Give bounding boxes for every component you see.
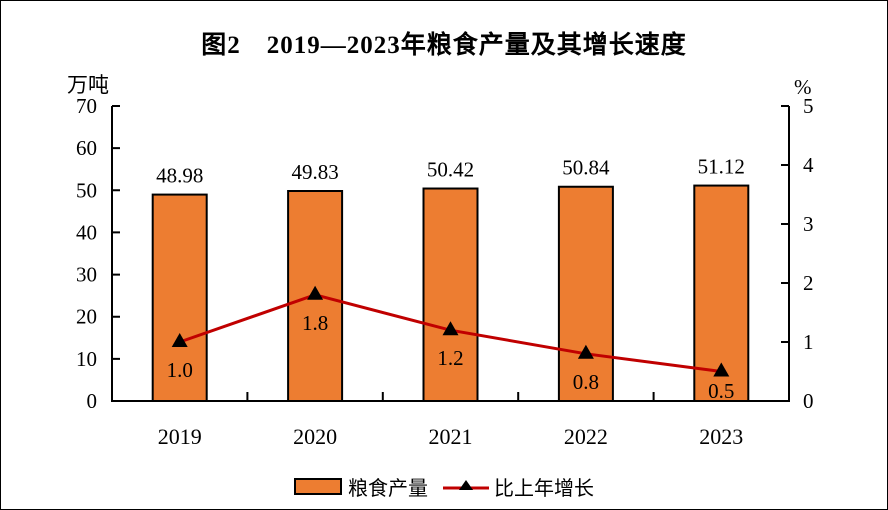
line-value-labels: 1.0 1.8 1.2 0.8 0.5 bbox=[167, 311, 735, 403]
category-label-2020: 2020 bbox=[293, 424, 337, 449]
growth-marker-2019 bbox=[171, 333, 188, 347]
growth-marker-2023 bbox=[713, 362, 730, 377]
bar-2019 bbox=[151, 193, 208, 402]
bar-value-label-2022: 50.84 bbox=[562, 156, 610, 180]
chart-title: 图2 2019—2023年粮食产量及其增长速度 bbox=[201, 32, 687, 59]
bar-value-label-2021: 50.42 bbox=[427, 158, 474, 182]
category-label-2023: 2023 bbox=[699, 424, 743, 449]
right-tick-label-2: 2 bbox=[803, 271, 814, 295]
growth-value-label-2023: 0.5 bbox=[708, 379, 734, 403]
bar-2022 bbox=[557, 185, 614, 402]
legend-item-line: 比上年增长 bbox=[428, 472, 594, 501]
bar-series bbox=[151, 184, 750, 402]
growth-value-label-2022: 0.8 bbox=[573, 370, 599, 394]
left-tick-label-70: 70 bbox=[76, 94, 97, 118]
left-tick-label-30: 30 bbox=[76, 263, 97, 287]
line-series bbox=[171, 285, 730, 377]
chart-legend: 粮食产量 比上年增长 bbox=[1, 472, 887, 501]
bar-value-labels: 48.98 49.83 50.42 50.84 51.12 bbox=[156, 155, 745, 188]
growth-marker-2022 bbox=[577, 344, 594, 359]
legend-bar-label: 粮食产量 bbox=[348, 478, 428, 500]
left-tick-label-40: 40 bbox=[76, 220, 97, 244]
right-tick-label-4: 4 bbox=[803, 153, 814, 177]
left-tick-label-10: 10 bbox=[76, 347, 97, 371]
left-tick-label-60: 60 bbox=[76, 136, 97, 160]
bar-value-label-2019: 48.98 bbox=[156, 164, 203, 188]
legend-line-label: 比上年增长 bbox=[494, 478, 594, 500]
left-tick-label-20: 20 bbox=[76, 305, 97, 329]
legend-item-bar: 粮食产量 bbox=[294, 472, 428, 501]
bar-series-swatch-icon bbox=[294, 478, 342, 495]
chart-canvas: 万吨 % 0 10 20 30 40 50 60 70 0 1 2 3 4 5 48.98 49.83 50… bbox=[67, 73, 814, 449]
right-axis-unit-label: % bbox=[794, 75, 812, 99]
category-label-2022: 2022 bbox=[564, 424, 608, 449]
growth-value-label-2020: 1.8 bbox=[302, 311, 328, 335]
left-axis-tick-labels: 0 10 20 30 40 50 60 70 bbox=[76, 94, 97, 413]
growth-value-label-2021: 1.2 bbox=[437, 346, 463, 370]
right-axis-tick-labels: 0 1 2 3 4 5 bbox=[803, 94, 814, 413]
category-label-2021: 2021 bbox=[429, 424, 473, 449]
bar-value-label-2023: 51.12 bbox=[698, 155, 745, 179]
category-axis-labels: 2019 2020 2021 2022 2023 bbox=[158, 424, 744, 449]
left-tick-label-0: 0 bbox=[87, 389, 98, 413]
left-axis-unit-label: 万吨 bbox=[67, 73, 109, 97]
growth-value-label-2019: 1.0 bbox=[167, 358, 193, 382]
line-series-swatch-icon bbox=[443, 479, 489, 490]
right-tick-label-0: 0 bbox=[803, 389, 814, 413]
category-label-2019: 2019 bbox=[158, 424, 202, 449]
growth-marker-2020 bbox=[307, 285, 324, 300]
bar-2021 bbox=[422, 187, 479, 402]
right-tick-label-3: 3 bbox=[803, 212, 814, 236]
growth-marker-2021 bbox=[442, 321, 459, 336]
bar-value-label-2020: 49.83 bbox=[291, 160, 338, 184]
right-tick-label-1: 1 bbox=[803, 330, 814, 354]
left-tick-label-50: 50 bbox=[76, 178, 97, 202]
right-tick-label-5: 5 bbox=[803, 94, 814, 118]
